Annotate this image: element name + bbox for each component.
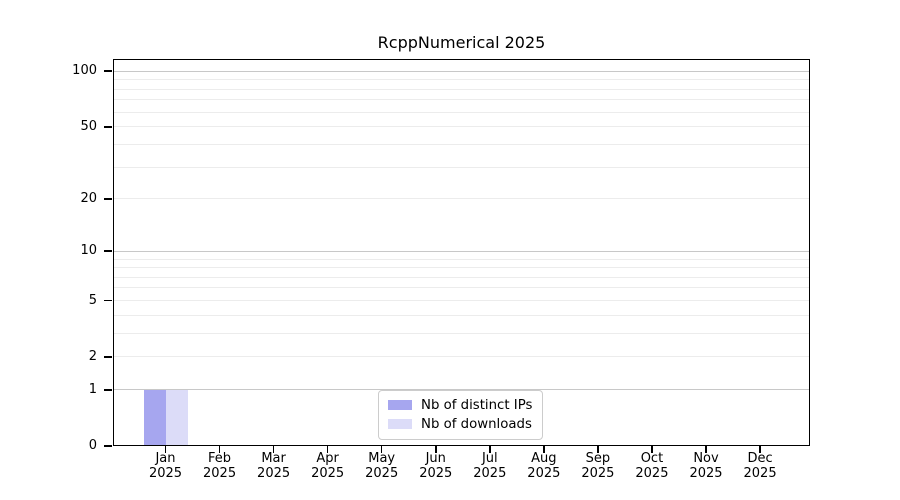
- x-tick-month: May: [368, 451, 396, 466]
- x-tick-month: Jan: [155, 451, 176, 466]
- x-tick-label: Nov 2025: [676, 451, 736, 481]
- chart-title: RcppNumerical 2025: [377, 33, 546, 52]
- x-tick-label: Apr 2025: [298, 451, 358, 481]
- legend-swatch: [388, 400, 412, 410]
- y-gridline-major: [113, 250, 810, 252]
- bar-nb-of-distinct-ips: [143, 389, 166, 446]
- x-tick-label: May 2025: [352, 451, 412, 481]
- x-tick-month: Nov: [693, 451, 719, 466]
- x-axis-tick: [218, 446, 221, 453]
- x-tick-month: Apr: [316, 451, 339, 466]
- y-gridline-major: [113, 70, 810, 72]
- x-axis-tick: [705, 446, 707, 453]
- y-axis-tick: [104, 70, 112, 73]
- x-axis-tick: [759, 446, 761, 453]
- y-gridline-minor: [113, 126, 810, 128]
- x-axis-tick: [434, 446, 437, 453]
- legend-row: Nb of distinct IPs: [388, 396, 532, 414]
- x-tick-label: Jul 2025: [460, 451, 520, 481]
- y-tick-label: 100: [72, 63, 97, 79]
- y-tick-label: 50: [80, 118, 97, 134]
- y-gridline-minor: [113, 198, 810, 200]
- x-tick-year: 2025: [473, 465, 507, 481]
- y-gridline-minor: [113, 143, 810, 145]
- x-tick-year: 2025: [203, 465, 237, 481]
- gridline-layer: [113, 59, 810, 446]
- x-axis-tick: [272, 446, 275, 453]
- y-axis-tick: [104, 445, 112, 447]
- legend-row: Nb of downloads: [388, 415, 532, 433]
- x-tick-month: Oct: [640, 451, 664, 466]
- x-axis-tick: [543, 446, 545, 453]
- y-axis-tick: [104, 299, 112, 302]
- x-axis-tick: [164, 446, 167, 453]
- x-axis-tick: [489, 446, 491, 453]
- x-tick-label: Mar 2025: [244, 451, 304, 481]
- x-tick-label: Sep 2025: [568, 451, 628, 481]
- bar-nb-of-downloads: [165, 389, 188, 446]
- x-tick-label: Feb 2025: [190, 451, 250, 481]
- y-gridline-minor: [113, 276, 810, 278]
- y-gridline-minor: [113, 99, 810, 101]
- x-tick-year: 2025: [365, 465, 399, 481]
- x-tick-year: 2025: [148, 465, 183, 481]
- x-tick-year: 2025: [311, 465, 345, 481]
- y-axis-tick: [104, 125, 112, 128]
- y-gridline-minor: [113, 166, 810, 168]
- x-tick-month: Jul: [481, 451, 498, 466]
- legend-label: Nb of downloads: [421, 416, 532, 432]
- bar-layer: [113, 59, 810, 446]
- y-gridline-minor: [113, 356, 810, 358]
- y-gridline-minor: [113, 314, 810, 316]
- y-gridline-minor: [113, 287, 810, 289]
- x-tick-month: Aug: [531, 451, 557, 466]
- y-axis-tick: [104, 388, 112, 391]
- y-axis-tick: [104, 197, 112, 200]
- y-tick-label: 5: [88, 292, 97, 308]
- y-gridline-minor: [113, 88, 810, 90]
- y-gridline-minor: [113, 258, 810, 260]
- x-tick-year: 2025: [419, 465, 453, 481]
- x-tick-month: Sep: [585, 451, 611, 466]
- y-gridline-minor: [113, 267, 810, 269]
- x-axis-tick: [651, 446, 653, 453]
- x-tick-year: 2025: [689, 465, 723, 481]
- legend-swatch: [388, 419, 412, 429]
- x-tick-month: Jun: [425, 451, 446, 466]
- x-tick-year: 2025: [743, 465, 777, 481]
- y-tick-label: 10: [80, 243, 97, 259]
- y-gridline-minor: [113, 332, 810, 334]
- x-tick-label: Oct 2025: [622, 451, 682, 481]
- x-tick-label: Aug 2025: [514, 451, 574, 481]
- x-tick-year: 2025: [257, 465, 291, 481]
- x-tick-label: Jun 2025: [406, 451, 466, 481]
- x-tick-label: Jan 2025: [136, 451, 196, 481]
- y-tick-label: 2: [88, 348, 97, 364]
- x-tick-month: Mar: [261, 451, 286, 466]
- x-tick-month: Feb: [208, 451, 232, 466]
- x-axis-tick: [326, 446, 329, 453]
- y-axis-tick: [104, 250, 112, 253]
- x-tick-year: 2025: [527, 465, 561, 481]
- x-tick-year: 2025: [581, 465, 615, 481]
- y-gridline-major: [113, 389, 810, 391]
- y-gridline-minor: [113, 79, 810, 81]
- y-tick-label: 20: [80, 190, 97, 206]
- y-axis-tick: [104, 355, 112, 358]
- y-gridline-minor: [113, 300, 810, 301]
- legend-label: Nb of distinct IPs: [421, 397, 533, 413]
- x-axis-tick: [597, 446, 599, 453]
- x-tick-month: Dec: [747, 451, 773, 466]
- y-tick-label: 1: [88, 381, 97, 397]
- plot-area: Nb of distinct IPs Nb of downloads: [113, 59, 810, 446]
- y-tick-label: 0: [88, 438, 97, 453]
- y-gridline-minor: [113, 111, 810, 113]
- x-axis-tick: [380, 446, 383, 453]
- x-tick-label: Dec 2025: [730, 451, 790, 481]
- legend: Nb of distinct IPs Nb of downloads: [378, 390, 544, 440]
- x-tick-year: 2025: [635, 465, 669, 481]
